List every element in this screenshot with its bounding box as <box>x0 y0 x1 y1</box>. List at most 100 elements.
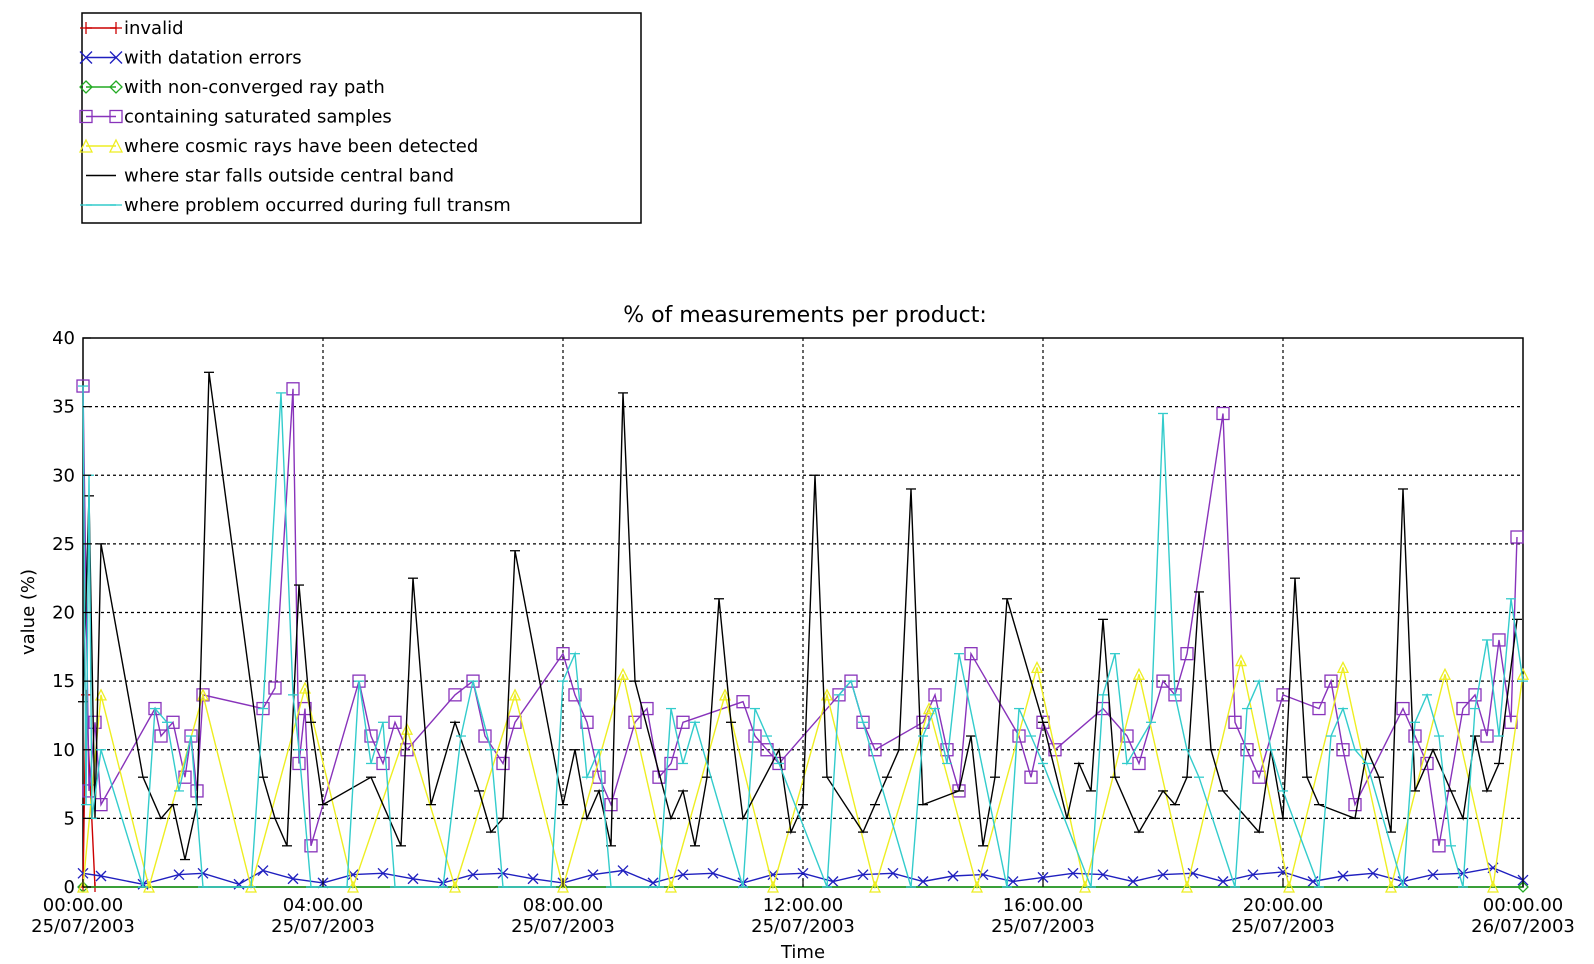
data-point-triangle <box>1486 880 1500 893</box>
y-tick-label: 15 <box>52 671 75 692</box>
data-point-square <box>1180 647 1194 661</box>
x-tick-date: 26/07/2003 <box>1471 916 1575 937</box>
data-point-square <box>376 756 390 771</box>
data-point-diamond <box>109 80 123 94</box>
data-point-x <box>1157 869 1169 881</box>
data-point-triangle <box>970 880 984 893</box>
series-line <box>82 385 1518 846</box>
data-point-x <box>77 867 89 879</box>
x-tick-time: 04:00.00 <box>283 895 364 916</box>
data-point-square <box>676 715 690 729</box>
x-tick-time: 08:00.00 <box>523 895 604 916</box>
legend-item: with datation errors <box>79 48 302 69</box>
data-point-triangle <box>1336 660 1350 674</box>
x-tick-time: 00:00.00 <box>43 895 124 916</box>
data-point-x <box>707 867 719 879</box>
data-point-triangle <box>766 880 780 893</box>
data-point-square <box>868 743 882 757</box>
data-point-diamond <box>79 80 93 94</box>
plot-area <box>76 337 1530 893</box>
data-point-square <box>1348 798 1362 812</box>
data-point-square <box>856 715 870 729</box>
data-point-x <box>197 867 209 879</box>
data-point-square <box>1252 770 1266 784</box>
data-point-square <box>1012 729 1026 743</box>
legend-item: where cosmic rays have been detected <box>78 136 478 157</box>
data-point-square <box>1510 530 1524 544</box>
legend-item: invalid <box>80 18 184 39</box>
data-point-triangle <box>664 880 678 893</box>
data-point-square <box>1228 715 1242 729</box>
legend-label: with non-converged ray path <box>124 77 385 98</box>
data-point-x <box>1037 871 1049 883</box>
data-point-triangle <box>556 880 570 893</box>
data-point-square <box>1492 633 1506 647</box>
data-point-x <box>947 870 959 882</box>
data-point-square <box>964 647 978 661</box>
data-point-x <box>1337 870 1349 882</box>
data-point-square <box>1456 701 1470 716</box>
legend-item: where problem occurred during full trans… <box>80 195 511 216</box>
data-point-triangle <box>94 688 108 701</box>
data-point-square <box>568 688 582 702</box>
data-point-square <box>928 688 942 702</box>
x-tick-date: 25/07/2003 <box>31 916 135 937</box>
x-tick-date: 25/07/2003 <box>991 916 1095 937</box>
data-point-x <box>677 869 689 881</box>
data-point-square <box>448 688 462 702</box>
data-point-square <box>1216 406 1230 421</box>
data-point-x <box>287 873 299 885</box>
legend-label: containing saturated samples <box>124 107 392 128</box>
data-point-square <box>1024 770 1038 784</box>
data-point-triangle <box>400 722 414 735</box>
data-point-square <box>88 715 102 729</box>
data-point-square <box>466 674 480 688</box>
data-point-x <box>527 873 539 885</box>
data-point-x <box>1247 869 1259 881</box>
data-point-x <box>1367 867 1379 879</box>
x-axis-ticks: 00:00.0025/07/200304:00.0025/07/200308:0… <box>31 879 1575 937</box>
data-point-square <box>388 715 402 729</box>
data-point-square <box>604 798 618 812</box>
data-point-x <box>407 873 419 885</box>
data-point-square <box>286 382 300 396</box>
y-tick-label: 5 <box>64 808 75 829</box>
data-point-square <box>508 715 522 729</box>
data-point-triangle <box>78 138 94 153</box>
data-point-square <box>178 770 192 784</box>
data-point-triangle <box>108 138 124 153</box>
data-point-triangle <box>1234 654 1248 667</box>
data-point-square <box>748 729 762 743</box>
data-point-square <box>1240 743 1254 757</box>
y-axis-label: value (%) <box>18 569 39 655</box>
data-point-x <box>647 877 659 889</box>
data-point-triangle <box>1384 880 1398 893</box>
y-axis-ticks: 0 5 10 15 20 25 30 35 40 <box>52 328 91 898</box>
data-point-square <box>844 674 858 688</box>
data-point-square <box>496 756 510 771</box>
legend-label: where star falls outside central band <box>124 166 454 187</box>
legend: invalid with datation errors with non-conv… <box>78 12 642 224</box>
data-point-square <box>640 701 654 716</box>
data-point-x <box>1007 876 1019 887</box>
data-point-x <box>1217 876 1229 887</box>
data-point-square <box>952 784 966 798</box>
data-point-square <box>940 743 954 757</box>
data-point-x <box>917 876 929 887</box>
x-tick-time: 16:00.00 <box>1003 895 1084 916</box>
legend-label: where cosmic rays have been detected <box>124 136 478 157</box>
legend-item: with non-converged ray path <box>79 77 385 98</box>
data-point-square <box>1468 688 1482 702</box>
data-point-triangle <box>868 880 882 893</box>
x-tick-time: 00:00.00 <box>1483 895 1564 916</box>
data-point-x <box>109 51 123 64</box>
data-point-x <box>617 865 629 876</box>
data-point-square <box>109 109 123 124</box>
data-point-x <box>467 869 479 881</box>
data-point-square <box>1324 674 1338 688</box>
data-point-triangle <box>448 880 462 893</box>
data-point-triangle <box>718 688 732 701</box>
data-point-square <box>304 839 318 853</box>
data-point-triangle <box>616 667 630 680</box>
